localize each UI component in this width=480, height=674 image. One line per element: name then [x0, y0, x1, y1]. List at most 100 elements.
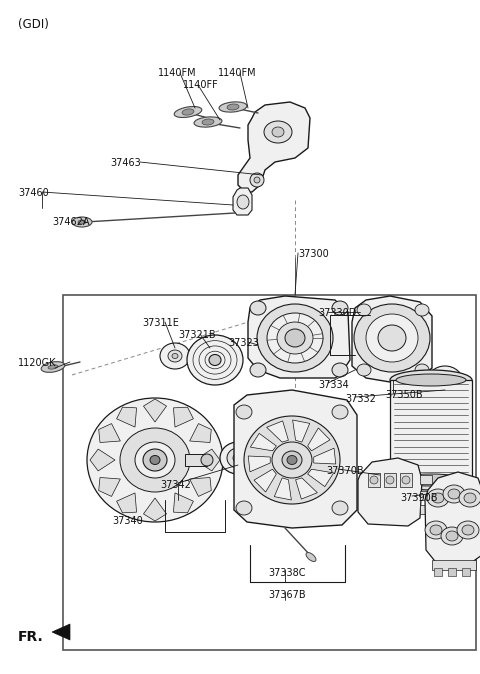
- Ellipse shape: [441, 527, 463, 545]
- Ellipse shape: [432, 493, 444, 503]
- Bar: [185, 454, 207, 466]
- Text: 37334: 37334: [318, 380, 349, 390]
- Ellipse shape: [332, 501, 348, 515]
- Ellipse shape: [72, 217, 92, 227]
- Text: FR.: FR.: [18, 630, 44, 644]
- Ellipse shape: [160, 343, 190, 369]
- Ellipse shape: [257, 304, 333, 372]
- Ellipse shape: [457, 407, 467, 413]
- Ellipse shape: [439, 377, 451, 387]
- Ellipse shape: [277, 322, 313, 354]
- Polygon shape: [293, 420, 310, 442]
- Text: 37340: 37340: [112, 516, 143, 526]
- Text: 37370B: 37370B: [326, 466, 364, 476]
- Ellipse shape: [427, 366, 463, 398]
- Polygon shape: [248, 296, 350, 378]
- Text: 37323: 37323: [228, 338, 259, 348]
- Text: 1140FF: 1140FF: [183, 80, 219, 90]
- Text: 37338C: 37338C: [268, 568, 305, 578]
- Bar: [420, 475, 432, 484]
- Ellipse shape: [250, 301, 266, 315]
- Bar: [390, 380, 472, 480]
- Ellipse shape: [448, 489, 460, 499]
- Ellipse shape: [354, 304, 430, 372]
- Ellipse shape: [87, 398, 223, 522]
- Bar: [432, 560, 476, 570]
- Ellipse shape: [415, 364, 429, 376]
- Text: 37332: 37332: [345, 394, 376, 404]
- Ellipse shape: [236, 405, 252, 419]
- Ellipse shape: [446, 531, 458, 541]
- Ellipse shape: [220, 442, 256, 474]
- Ellipse shape: [244, 416, 340, 504]
- Text: 37330D: 37330D: [318, 308, 356, 318]
- Ellipse shape: [219, 102, 247, 112]
- Ellipse shape: [457, 521, 479, 539]
- Ellipse shape: [390, 470, 472, 490]
- Ellipse shape: [150, 456, 160, 464]
- Text: (GDI): (GDI): [18, 18, 49, 31]
- Text: 1140FM: 1140FM: [218, 68, 257, 78]
- Text: 1140FM: 1140FM: [158, 68, 197, 78]
- Ellipse shape: [396, 374, 466, 386]
- Text: 37321B: 37321B: [178, 330, 216, 340]
- Ellipse shape: [236, 501, 252, 515]
- Polygon shape: [248, 456, 270, 472]
- Text: 37390B: 37390B: [400, 493, 437, 503]
- Ellipse shape: [430, 525, 442, 535]
- Polygon shape: [267, 421, 288, 442]
- Ellipse shape: [172, 353, 178, 359]
- Ellipse shape: [390, 370, 472, 390]
- Text: 37350B: 37350B: [385, 390, 422, 400]
- Ellipse shape: [378, 325, 406, 351]
- Text: 1120GK: 1120GK: [18, 358, 57, 368]
- Polygon shape: [274, 478, 291, 500]
- Ellipse shape: [425, 521, 447, 539]
- Bar: [420, 491, 432, 500]
- Polygon shape: [173, 493, 193, 513]
- Bar: [434, 568, 442, 576]
- Polygon shape: [144, 498, 167, 521]
- Ellipse shape: [174, 106, 202, 117]
- Text: 37462A: 37462A: [52, 217, 89, 227]
- Ellipse shape: [209, 355, 221, 365]
- Ellipse shape: [182, 109, 194, 115]
- Text: 37460: 37460: [18, 188, 49, 198]
- Ellipse shape: [433, 372, 457, 392]
- Ellipse shape: [357, 364, 371, 376]
- Ellipse shape: [272, 442, 312, 478]
- Ellipse shape: [427, 489, 449, 507]
- Ellipse shape: [237, 195, 249, 209]
- Ellipse shape: [135, 442, 175, 478]
- Ellipse shape: [250, 363, 266, 377]
- Polygon shape: [308, 428, 330, 451]
- Bar: [400, 473, 412, 487]
- Polygon shape: [234, 390, 357, 528]
- Ellipse shape: [48, 365, 58, 369]
- Text: 37300: 37300: [298, 249, 329, 259]
- Ellipse shape: [282, 451, 302, 469]
- Ellipse shape: [459, 489, 480, 507]
- Polygon shape: [251, 433, 276, 451]
- Ellipse shape: [443, 485, 465, 503]
- Ellipse shape: [264, 121, 292, 143]
- Polygon shape: [195, 449, 220, 471]
- Ellipse shape: [194, 117, 222, 127]
- Polygon shape: [254, 469, 276, 492]
- Ellipse shape: [120, 428, 190, 492]
- Ellipse shape: [250, 173, 264, 187]
- Polygon shape: [238, 102, 310, 192]
- Polygon shape: [233, 188, 252, 215]
- Ellipse shape: [267, 313, 323, 363]
- Polygon shape: [425, 472, 480, 565]
- Polygon shape: [352, 296, 432, 382]
- Ellipse shape: [464, 493, 476, 503]
- Polygon shape: [190, 423, 211, 443]
- Ellipse shape: [332, 363, 348, 377]
- Polygon shape: [190, 477, 211, 497]
- Polygon shape: [144, 399, 167, 422]
- Ellipse shape: [386, 476, 394, 484]
- Text: 37463: 37463: [110, 158, 141, 168]
- Ellipse shape: [285, 329, 305, 347]
- Ellipse shape: [187, 335, 243, 385]
